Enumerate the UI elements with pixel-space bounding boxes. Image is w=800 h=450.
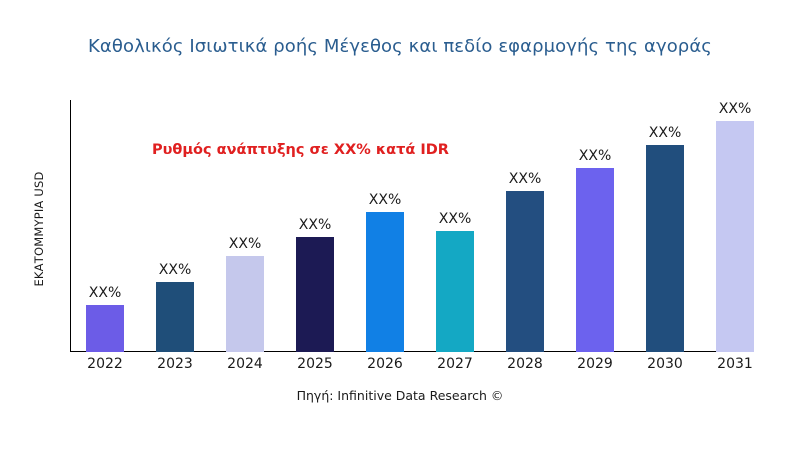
bar-group-2026: XX% <box>350 100 420 352</box>
bar-value-label-2026: XX% <box>368 192 402 208</box>
y-axis-line <box>70 100 72 352</box>
bar-2028[interactable] <box>506 191 544 352</box>
x-tick-label-2030: 2030 <box>647 356 683 372</box>
bar-2031[interactable] <box>716 121 754 352</box>
bar-value-label-2029: XX% <box>578 148 612 164</box>
bar-group-2022: XX% <box>70 100 140 352</box>
bar-2024[interactable] <box>226 256 264 352</box>
bar-value-label-2023: XX% <box>158 262 192 278</box>
growth-rate-annotation: Ρυθμός ανάπτυξης σε XX% κατά IDR <box>152 142 449 158</box>
x-tick-label-2026: 2026 <box>367 356 403 372</box>
bar-2030[interactable] <box>646 145 684 352</box>
bar-value-label-2024: XX% <box>228 236 262 252</box>
x-tick-label-2024: 2024 <box>227 356 263 372</box>
plot-area: XX% XX% XX% XX% XX% XX% XX% XX% XX% XX% <box>70 100 770 352</box>
bar-2026[interactable] <box>366 212 404 352</box>
x-tick-label-2027: 2027 <box>437 356 473 372</box>
bar-value-label-2022: XX% <box>88 285 122 301</box>
bar-2023[interactable] <box>156 282 194 352</box>
bar-value-label-2028: XX% <box>508 171 542 187</box>
bar-value-label-2025: XX% <box>298 217 332 233</box>
bar-group-2029: XX% <box>560 100 630 352</box>
bar-2025[interactable] <box>296 237 334 352</box>
bar-2027[interactable] <box>436 231 474 352</box>
bar-group-2024: XX% <box>210 100 280 352</box>
y-axis-label: ΕΚΑΤΟΜΜΥΡΙΑ USD <box>32 171 46 287</box>
source-note: Πηγή: Infinitive Data Research © <box>296 388 504 403</box>
x-tick-label-2028: 2028 <box>507 356 543 372</box>
bar-group-2030: XX% <box>630 100 700 352</box>
bar-value-label-2027: XX% <box>438 211 472 227</box>
bar-group-2031: XX% <box>700 100 770 352</box>
bar-group-2027: XX% <box>420 100 490 352</box>
x-axis-tick-labels: 2022 2023 2024 2025 2026 2027 2028 2029 2030 2031 <box>70 356 770 380</box>
bar-value-label-2031: XX% <box>718 101 752 117</box>
bar-group-2028: XX% <box>490 100 560 352</box>
bar-2029[interactable] <box>576 168 614 352</box>
chart-title: Καθολικός Ισιωτικά ροής Μέγεθος και πεδί… <box>88 36 712 57</box>
bar-value-label-2030: XX% <box>648 125 682 141</box>
x-tick-label-2025: 2025 <box>297 356 333 372</box>
bar-group-2025: XX% <box>280 100 350 352</box>
bar-2022[interactable] <box>86 305 124 352</box>
bar-group-2023: XX% <box>140 100 210 352</box>
x-tick-label-2023: 2023 <box>157 356 193 372</box>
x-tick-label-2022: 2022 <box>87 356 123 372</box>
x-tick-label-2031: 2031 <box>717 356 753 372</box>
x-tick-label-2029: 2029 <box>577 356 613 372</box>
